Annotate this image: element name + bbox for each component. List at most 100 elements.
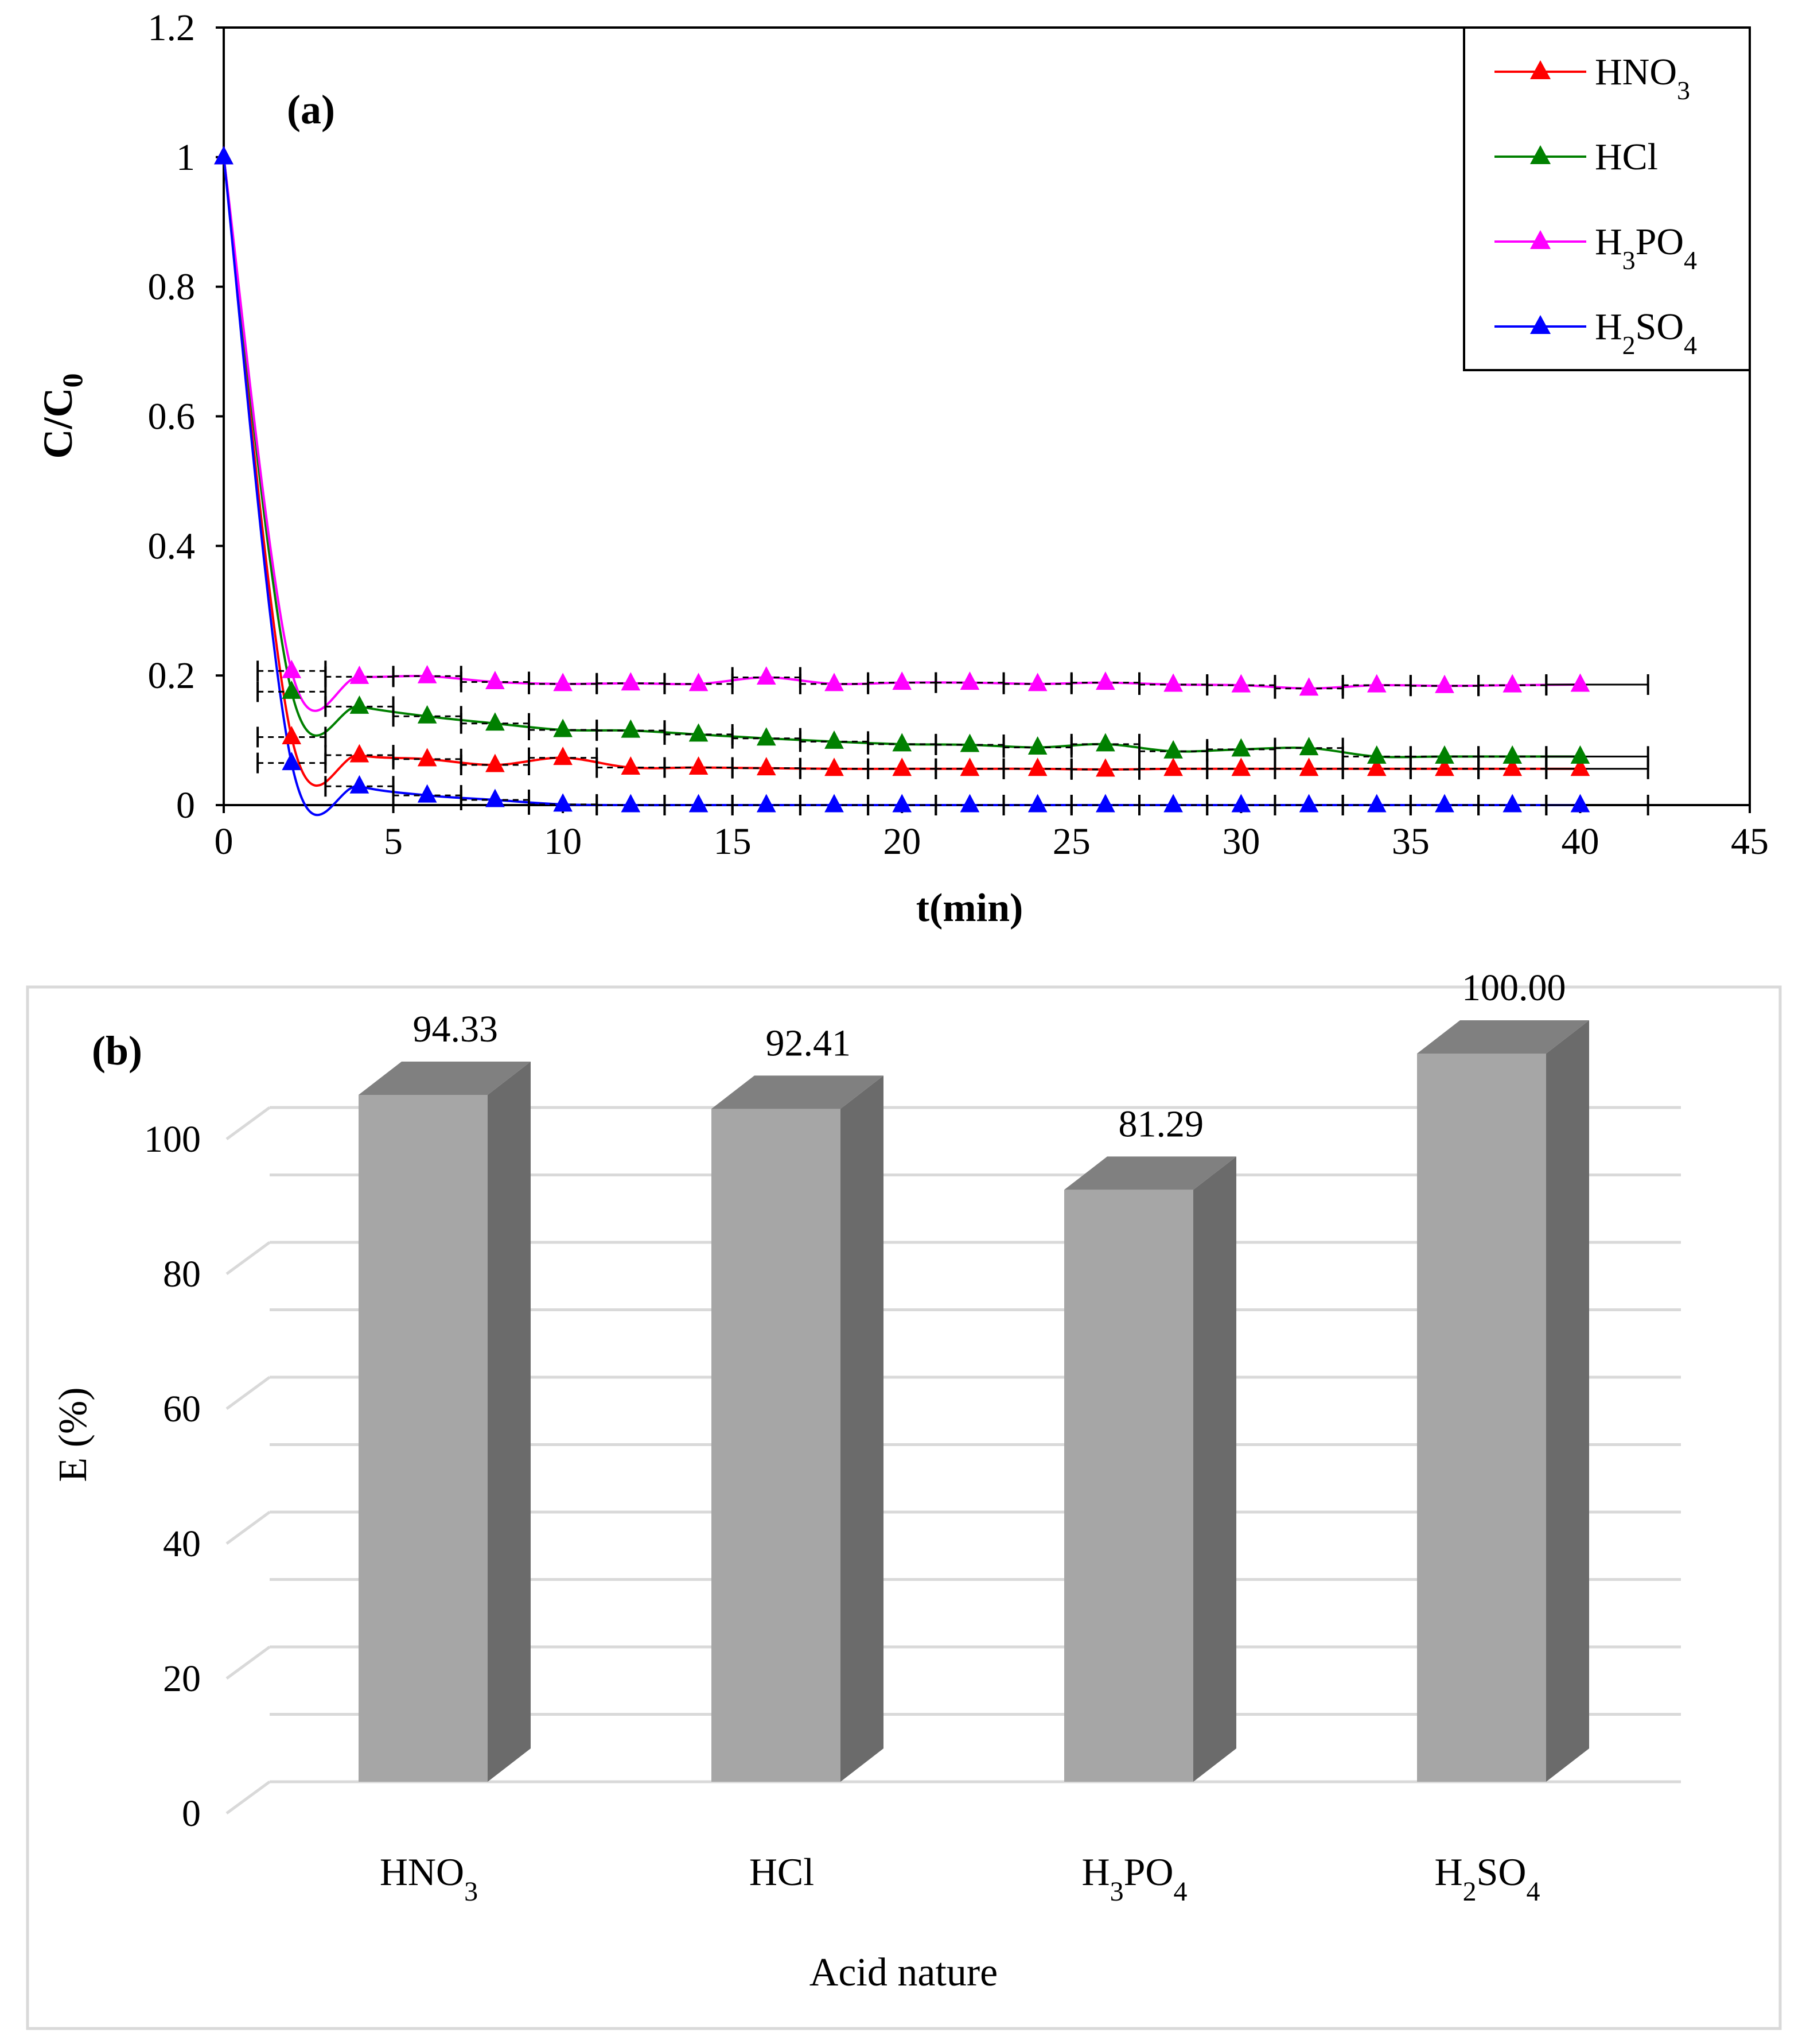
marker-hno3	[1027, 757, 1048, 776]
marker-hno3	[960, 757, 980, 776]
bar-front	[359, 1094, 488, 1782]
y-tick-label: 0	[176, 784, 195, 826]
y-tick-label: 0.6	[148, 396, 196, 438]
marker-hno3	[282, 725, 302, 744]
y-tick-label: 1.2	[148, 7, 196, 49]
x-tick-label: 35	[1392, 821, 1430, 862]
marker-h2so4	[282, 752, 302, 771]
marker-h2so4	[1231, 794, 1251, 813]
data-label: 92.41	[766, 1022, 851, 1064]
marker-hno3	[892, 757, 912, 776]
bar-top	[359, 1061, 531, 1095]
gridline-depth	[225, 1241, 271, 1276]
marker-hno3	[349, 744, 369, 763]
marker-h3po4	[960, 671, 980, 690]
y-tick-label: 0.8	[148, 266, 196, 308]
bar-front	[1417, 1054, 1546, 1782]
marker-h3po4	[1503, 674, 1523, 693]
marker-h3po4	[1163, 673, 1183, 692]
legend-label-h2so4: H2SO4	[1595, 306, 1697, 360]
y-tick-labels: 0 20 40 60 80 100	[144, 1118, 201, 1835]
marker-hcl	[553, 718, 573, 737]
x-tick-label: 30	[1222, 821, 1260, 862]
y-axis-label-main: C/C	[35, 388, 81, 459]
marker-h2so4	[892, 794, 912, 813]
marker-h2so4	[1027, 794, 1048, 813]
marker-hno3	[1367, 757, 1387, 776]
axis-ticks: 0 5 10 15 20 25 30 35 40 45 0 0.2 0.4 0.6 0.8 1 1.2	[148, 7, 1769, 862]
x-tick-label: 15	[714, 821, 752, 862]
legend-marker-hcl	[1530, 145, 1551, 164]
panel-label-b: (b)	[92, 1028, 142, 1074]
y-tick-label: 80	[163, 1253, 201, 1295]
marker-h2so4	[1096, 794, 1115, 813]
marker-hno3	[1299, 757, 1319, 776]
bar-side	[1193, 1156, 1236, 1782]
marker-hno3	[1163, 757, 1183, 776]
bar-top	[1064, 1156, 1236, 1190]
marker-hno3	[688, 756, 709, 775]
marker-hcl	[960, 733, 980, 752]
marker-h3po4	[1570, 673, 1590, 692]
bar-top	[1417, 1020, 1589, 1054]
marker-h3po4	[485, 670, 505, 689]
marker-h2so4	[621, 794, 641, 813]
marker-hcl	[756, 727, 776, 746]
legend-marker-hno3	[1530, 60, 1551, 79]
marker-hno3	[756, 757, 776, 776]
gridline-depth	[225, 1780, 271, 1815]
marker-hcl	[1163, 740, 1183, 759]
marker-hcl	[824, 730, 844, 749]
marker-h2so4	[553, 793, 573, 812]
marker-h2so4	[756, 794, 776, 813]
y-tick-label: 100	[144, 1118, 201, 1160]
x-tick-label: 20	[883, 821, 921, 862]
marker-h3po4	[1367, 674, 1387, 693]
marker-hno3	[1570, 757, 1590, 776]
marker-h2so4	[960, 794, 980, 813]
marker-hcl	[1367, 745, 1387, 764]
marker-h3po4	[349, 665, 369, 684]
legend-marker-h3po4	[1530, 230, 1551, 249]
x-tick-label: 5	[384, 821, 403, 862]
legend-label-hcl: HCl	[1595, 136, 1658, 178]
marker-hcl	[417, 705, 437, 724]
y-tick-label: 60	[163, 1388, 201, 1430]
marker-h2so4	[1299, 794, 1319, 813]
marker-hcl	[892, 733, 912, 752]
x-tick-label: 25	[1053, 821, 1091, 862]
y-tick-label: 20	[163, 1658, 201, 1700]
bar-front	[711, 1109, 840, 1782]
gridline-depth	[225, 1645, 271, 1680]
data-label: 94.33	[413, 1008, 499, 1050]
x-axis-label: t(min)	[916, 886, 1023, 930]
series-line-h3po4	[223, 157, 1581, 712]
bar-side	[1546, 1020, 1589, 1782]
marker-hcl	[1027, 736, 1048, 755]
marker-h3po4	[621, 672, 641, 691]
series-line-hno3	[223, 157, 1581, 787]
marker-hno3	[1096, 758, 1115, 777]
y-axis-label-subscript: 0	[56, 374, 88, 388]
gridline-depth	[225, 1106, 271, 1141]
marker-hcl	[1096, 733, 1115, 752]
legend-label-h3po4: H3PO4	[1595, 221, 1697, 275]
marker-hno3	[1435, 757, 1454, 776]
bar-side	[488, 1061, 531, 1782]
marker-h3po4	[282, 659, 302, 678]
marker-h2so4	[485, 788, 505, 807]
gridline-depth	[225, 1375, 271, 1410]
x-tick-label: 45	[1731, 821, 1769, 862]
marker-h3po4	[892, 671, 912, 690]
bar-front	[1064, 1190, 1193, 1782]
marker-h3po4	[1027, 673, 1048, 691]
panel-label-a: (a)	[287, 87, 335, 133]
marker-hno3	[485, 753, 505, 772]
marker-hcl	[1231, 738, 1251, 757]
y-tick-label: 40	[163, 1523, 201, 1565]
marker-hcl	[621, 719, 641, 738]
legend: HNO3 HCl H3PO4 H2SO4	[1463, 26, 1751, 371]
marker-hcl	[1299, 737, 1319, 756]
marker-h3po4	[756, 666, 776, 685]
